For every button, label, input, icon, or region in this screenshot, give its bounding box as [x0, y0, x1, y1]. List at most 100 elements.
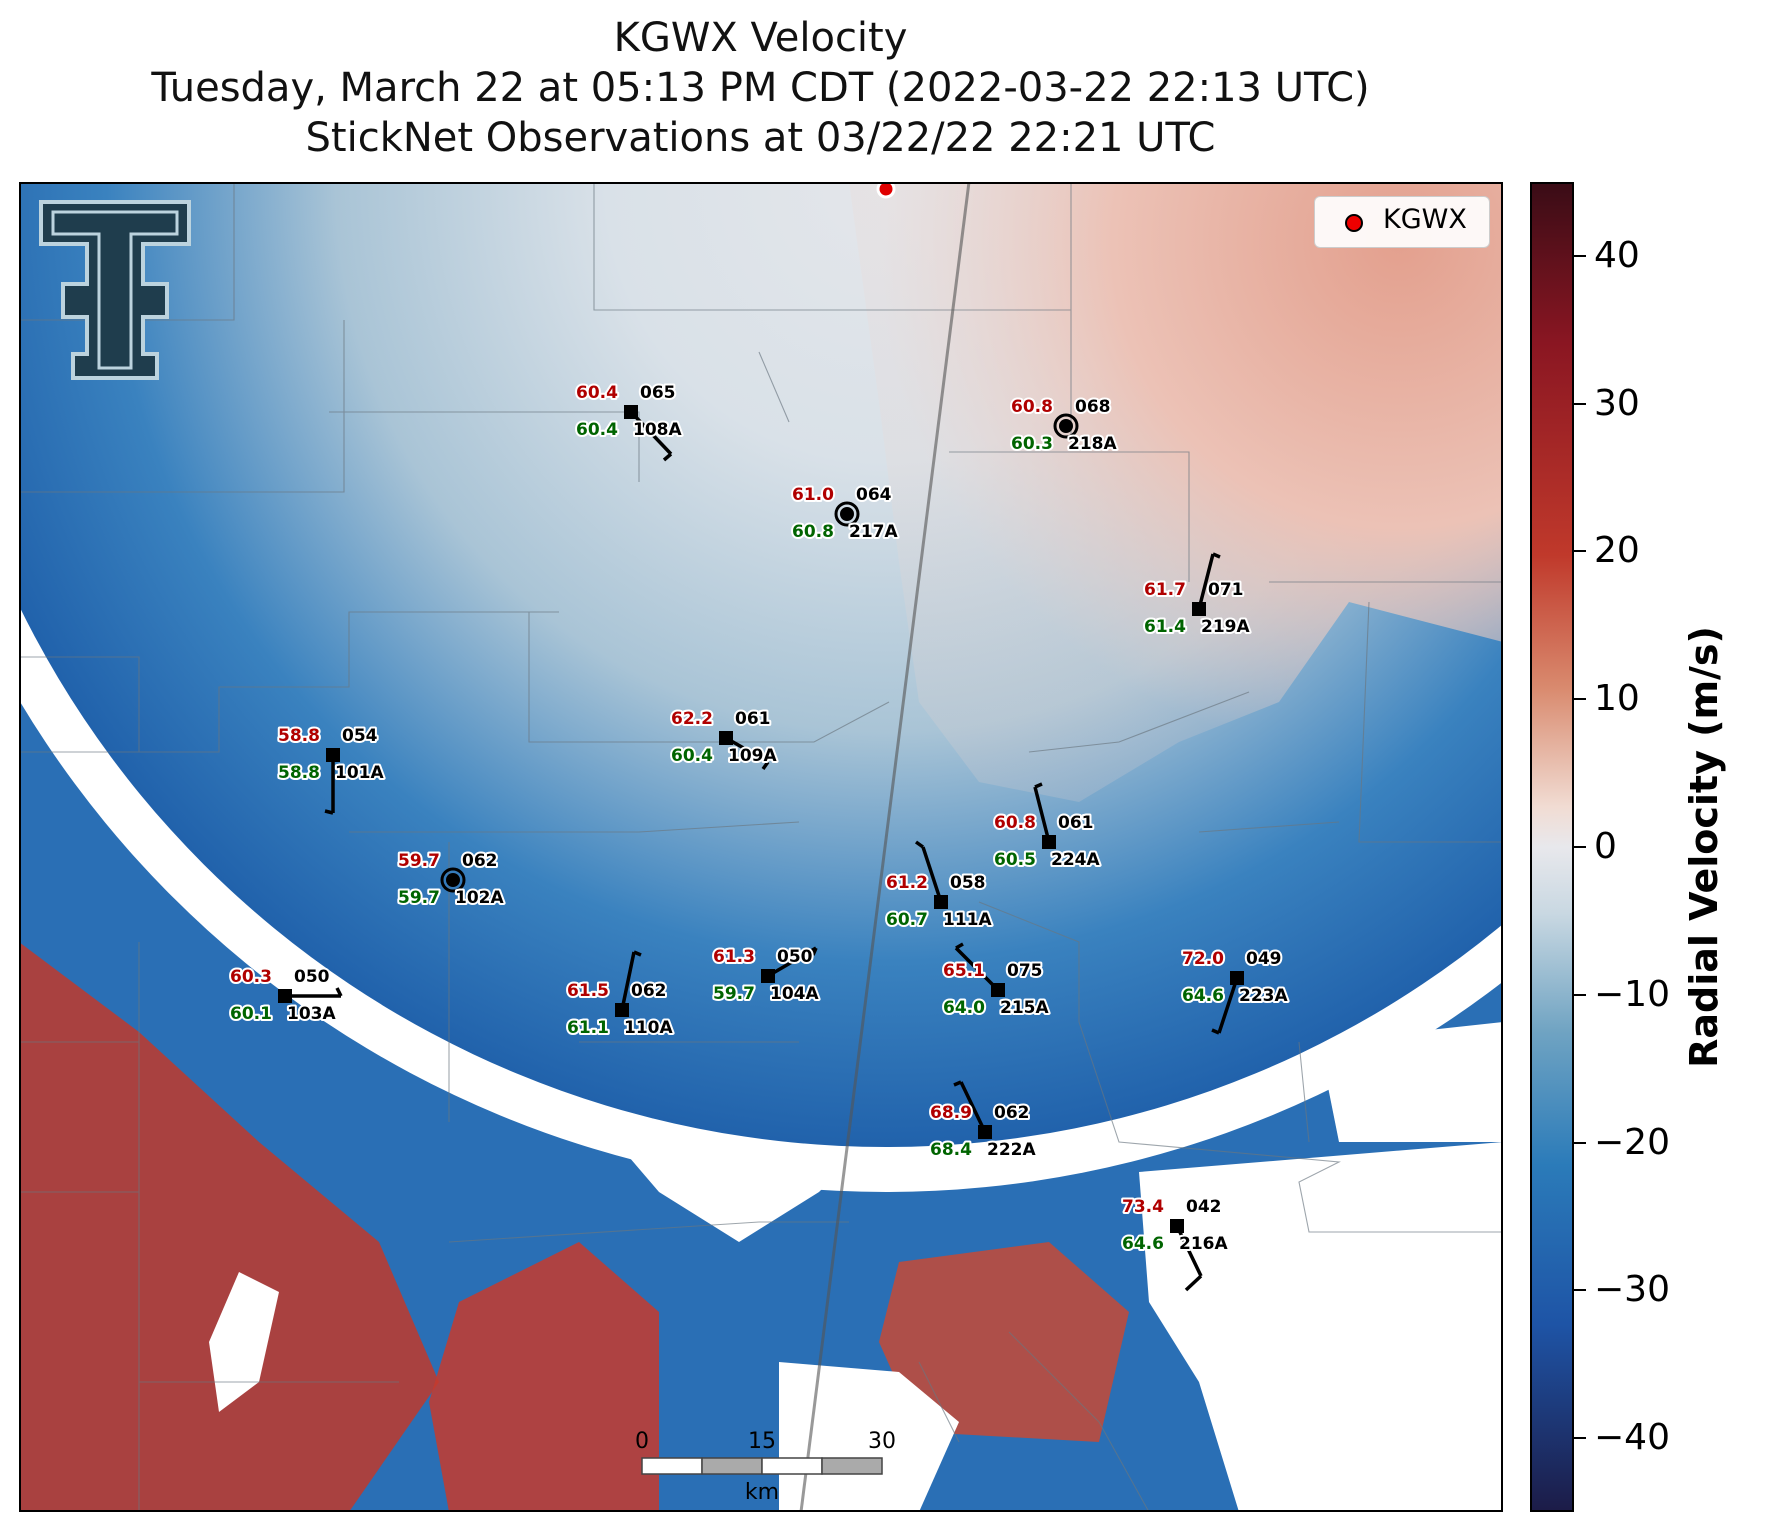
station-plot: 61.3 050 59.7 104A	[711, 945, 821, 1006]
station-dewpoint: 59.7	[398, 888, 440, 908]
legend: KGWX	[1314, 196, 1490, 248]
wind-barb	[324, 809, 334, 815]
radar-marker-icon	[1345, 214, 1363, 232]
no-echo-gap-east	[1139, 1142, 1503, 1512]
title-line-2: Tuesday, March 22 at 05:13 PM CDT (2022-…	[151, 65, 1370, 111]
calm-wind-circle	[1053, 413, 1079, 439]
station-marker	[840, 507, 854, 521]
station-marker	[991, 983, 1005, 997]
station-dewpoint: 60.5	[994, 850, 1036, 870]
station-temperature: 60.8	[994, 813, 1036, 833]
radar-spoke	[799, 182, 971, 1512]
station-marker	[326, 748, 340, 762]
station-plot: 61.2 058 60.7 111A	[884, 840, 994, 932]
legend-label: KGWX	[1383, 204, 1467, 235]
wind-barb	[1197, 553, 1215, 610]
station-plot: 73.4 042 64.6 216A	[1120, 1195, 1230, 1292]
station-marker	[1230, 971, 1244, 985]
station-dewpoint: 60.4	[671, 746, 713, 766]
station-temperature: 60.8	[1011, 397, 1053, 417]
station-plot: 60.4 065 60.4 108A	[574, 381, 684, 462]
colorbar-tick	[1574, 1289, 1586, 1292]
station-temperature: 58.8	[278, 726, 320, 746]
wind-barb	[1217, 977, 1239, 1034]
station-temperature: 61.2	[886, 873, 928, 893]
scale-seg-3	[761, 1457, 823, 1475]
station-plot: 61.0 064 60.8 217A	[790, 483, 900, 544]
station-pressure: 058	[950, 873, 986, 893]
station-dewpoint: 60.8	[792, 522, 834, 542]
wind-barb	[1211, 1028, 1220, 1035]
station-marker	[761, 969, 775, 983]
calm-wind-circle	[834, 501, 860, 527]
station-marker	[1042, 835, 1056, 849]
station-marker	[978, 1125, 992, 1139]
station-id: 223A	[1239, 986, 1288, 1006]
colorbar-tick-label: 40	[1594, 234, 1640, 276]
red-velocity-region-se	[879, 1242, 1129, 1442]
outbound-velocity-region	[849, 182, 1503, 802]
station-pressure: 062	[631, 981, 667, 1001]
wind-barb	[767, 946, 817, 978]
station-id: 102A	[455, 888, 504, 908]
wind-barb	[955, 942, 964, 950]
wind-barb	[633, 950, 642, 957]
colorbar-tick-label: −30	[1594, 1269, 1670, 1311]
station-temperature: 65.1	[943, 961, 985, 981]
station-dewpoint: 64.0	[943, 998, 985, 1018]
station-id: 110A	[624, 1018, 673, 1038]
station-id: 108A	[633, 420, 682, 440]
county-boundaries	[19, 182, 1503, 1512]
station-id: 224A	[1051, 850, 1100, 870]
colorbar-tick-label: 30	[1594, 382, 1640, 424]
colorbar	[1530, 182, 1574, 1512]
texas-tech-double-t-logo	[39, 200, 191, 380]
station-pressure: 075	[1007, 961, 1043, 981]
station-temperature: 62.2	[671, 709, 713, 729]
station-marker	[278, 989, 292, 1003]
station-temperature: 61.7	[1144, 580, 1186, 600]
station-marker	[934, 895, 948, 909]
wind-barb	[1034, 782, 1043, 789]
station-temperature: 68.9	[930, 1103, 972, 1123]
calm-wind-circle	[440, 867, 466, 893]
station-plot: 58.8 054 58.8 101A	[276, 724, 386, 815]
station-plot: 62.2 061 60.4 109A	[669, 707, 779, 771]
station-pressure: 061	[1058, 813, 1094, 833]
station-pressure: 062	[462, 851, 498, 871]
station-id: 101A	[335, 763, 384, 783]
red-velocity-region-s	[429, 1242, 659, 1512]
colorbar-tick-label: 20	[1594, 530, 1640, 572]
station-marker	[719, 731, 733, 745]
title-line-1: KGWX Velocity	[613, 15, 908, 61]
station-temperature: 60.3	[230, 967, 272, 987]
station-dewpoint: 68.4	[930, 1140, 972, 1160]
station-dewpoint: 58.8	[278, 763, 320, 783]
colorbar-tick-label: −10	[1594, 973, 1670, 1015]
station-id: 109A	[728, 746, 777, 766]
station-pressure: 049	[1246, 949, 1282, 969]
station-plot: 65.1 075 64.0 215A	[941, 942, 1051, 1020]
station-pressure: 065	[640, 383, 676, 403]
station-plot: 72.0 049 64.6 223A	[1180, 947, 1290, 1035]
station-id: 111A	[943, 910, 992, 930]
title-line-3: StickNet Observations at 03/22/22 22:21 …	[305, 115, 1216, 161]
station-pressure: 062	[994, 1103, 1030, 1123]
colorbar-tick	[1574, 1141, 1586, 1144]
station-id: 222A	[987, 1140, 1036, 1160]
wind-barb	[959, 1081, 987, 1133]
colorbar-tick	[1574, 698, 1586, 701]
station-pressure: 050	[777, 947, 813, 967]
station-id: 103A	[287, 1004, 336, 1024]
colorbar-tick-label: 10	[1594, 678, 1640, 720]
wind-barb	[811, 947, 818, 956]
station-id: 218A	[1068, 434, 1117, 454]
scale-seg-2	[701, 1457, 763, 1475]
station-dewpoint: 60.4	[576, 420, 618, 440]
station-id: 216A	[1179, 1234, 1228, 1254]
colorbar-tick	[1574, 846, 1586, 848]
station-plot: 61.7 071 61.4 219A	[1142, 552, 1252, 639]
station-pressure: 068	[1075, 397, 1111, 417]
wind-barb	[761, 760, 770, 771]
station-temperature: 61.0	[792, 485, 834, 505]
